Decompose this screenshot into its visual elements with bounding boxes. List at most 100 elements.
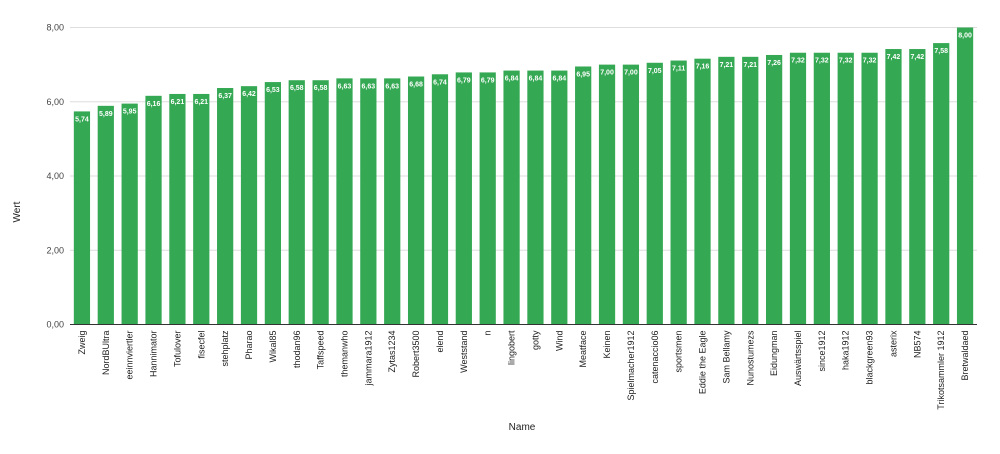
y-tick-label: 0,00 (46, 320, 64, 330)
bar (956, 27, 974, 325)
bar (909, 49, 926, 325)
data-label: 7,26 (767, 60, 781, 67)
bar (121, 103, 138, 325)
data-label: 6,84 (529, 76, 543, 83)
data-label: 6,21 (171, 99, 185, 106)
data-label: 6,58 (290, 85, 304, 92)
bar (169, 93, 186, 325)
bar (264, 82, 281, 325)
data-label: 7,32 (815, 58, 829, 65)
x-tick-label: Hannimator (149, 331, 159, 378)
x-tick-label: Trikotsammler 1912 (936, 331, 946, 410)
data-label: 7,21 (720, 62, 734, 69)
x-axis-title: Name (509, 422, 536, 433)
x-tick-label: Meatface (578, 331, 588, 368)
bar (455, 72, 472, 325)
x-tick-label: since1912 (817, 331, 827, 372)
x-tick-label: catenaccio06 (650, 331, 660, 384)
data-label: 6,21 (194, 99, 208, 106)
x-tick-label: Taffspeed (316, 331, 326, 370)
data-label: 6,79 (481, 77, 495, 84)
bar (431, 74, 449, 325)
bar (217, 88, 234, 325)
x-tick-label: Wind (554, 331, 564, 352)
y-tick-label: 2,00 (46, 245, 64, 255)
data-label: 5,74 (75, 116, 89, 123)
data-label: 6,79 (457, 77, 471, 84)
bars: 5,74 5,89 5,95 6,16 6,21 6,21 6,37 6,42 6,53 6,58… (73, 27, 974, 325)
bar (646, 62, 663, 325)
data-label: 7,42 (887, 54, 901, 61)
x-tick-label: Auswärtsspiel (793, 331, 803, 387)
y-axis-ticks: 0,00 2,00 4,00 6,00 8,00 (46, 23, 64, 330)
data-label: 6,74 (433, 79, 447, 86)
data-label: 7,00 (624, 70, 638, 77)
data-label: 6,95 (576, 71, 590, 78)
x-tick-label: stehplatz (220, 330, 230, 367)
bar (670, 60, 687, 325)
x-tick-label: Spielmacher1912 (626, 331, 636, 401)
y-tick-label: 6,00 (46, 97, 64, 107)
bar (551, 70, 568, 325)
y-axis-title: Wert (12, 201, 23, 222)
data-label: 6,16 (147, 101, 161, 108)
bar (598, 64, 616, 325)
data-label: 7,00 (600, 70, 614, 77)
bar (694, 58, 711, 325)
x-tick-label: Pharao (244, 331, 254, 360)
x-tick-label: Tofulover (172, 331, 182, 368)
data-label: 7,16 (696, 64, 710, 71)
bar (622, 64, 640, 325)
data-label: 7,11 (672, 66, 685, 73)
bar (407, 76, 425, 325)
data-label: 5,95 (123, 109, 137, 116)
data-label: 6,84 (552, 76, 566, 83)
bar (766, 54, 783, 325)
data-label: 7,32 (863, 58, 877, 65)
y-tick-label: 4,00 (46, 171, 64, 181)
x-axis-ticks: Zweig NordBUltra eeinnviertler Hannimator To… (77, 330, 970, 410)
x-tick-label: NB574 (912, 331, 922, 359)
data-label: 7,05 (648, 68, 662, 75)
x-tick-label: haka1912 (841, 331, 851, 371)
bar (861, 52, 878, 325)
x-tick-label: jammara1912 (363, 331, 373, 387)
x-tick-label: fisecfel (196, 331, 206, 359)
bar (97, 105, 114, 325)
x-tick-label: Robert3500 (411, 331, 421, 378)
bar (718, 56, 735, 325)
x-tick-label: themanwho (339, 331, 349, 378)
x-tick-label: Zytas1234 (387, 331, 397, 373)
data-label: 5,89 (99, 111, 113, 118)
bar (813, 52, 830, 325)
bar (73, 111, 91, 325)
bar (193, 93, 210, 325)
x-tick-label: Sam Bellamy (721, 330, 731, 384)
data-label: 7,32 (839, 58, 853, 65)
data-label: 7,32 (791, 58, 805, 65)
bar (885, 49, 902, 325)
bar (312, 80, 329, 325)
y-tick-label: 8,00 (46, 23, 64, 33)
data-label: 6,37 (218, 93, 232, 100)
x-tick-label: thodan96 (292, 331, 302, 369)
x-tick-label: Bretwaldaed (960, 331, 970, 381)
x-tick-label: asterix (888, 330, 898, 357)
x-tick-label: sportsmen (674, 331, 684, 373)
bar (789, 52, 807, 325)
x-tick-label: Eidungman (769, 331, 779, 377)
x-tick-label: Nunostumezs (745, 330, 755, 386)
x-tick-label: Weststand (459, 331, 469, 373)
x-tick-label: n (483, 331, 493, 336)
x-tick-label: elend (435, 331, 445, 353)
bar (288, 80, 305, 325)
data-label: 6,68 (409, 82, 423, 89)
x-tick-label: blackgreen93 (865, 331, 875, 385)
x-tick-label: gotty (530, 330, 540, 350)
data-label: 6,53 (266, 87, 280, 94)
data-label: 6,63 (362, 83, 376, 90)
bar (479, 72, 496, 325)
data-label: 7,42 (911, 54, 925, 61)
bar (933, 43, 950, 325)
